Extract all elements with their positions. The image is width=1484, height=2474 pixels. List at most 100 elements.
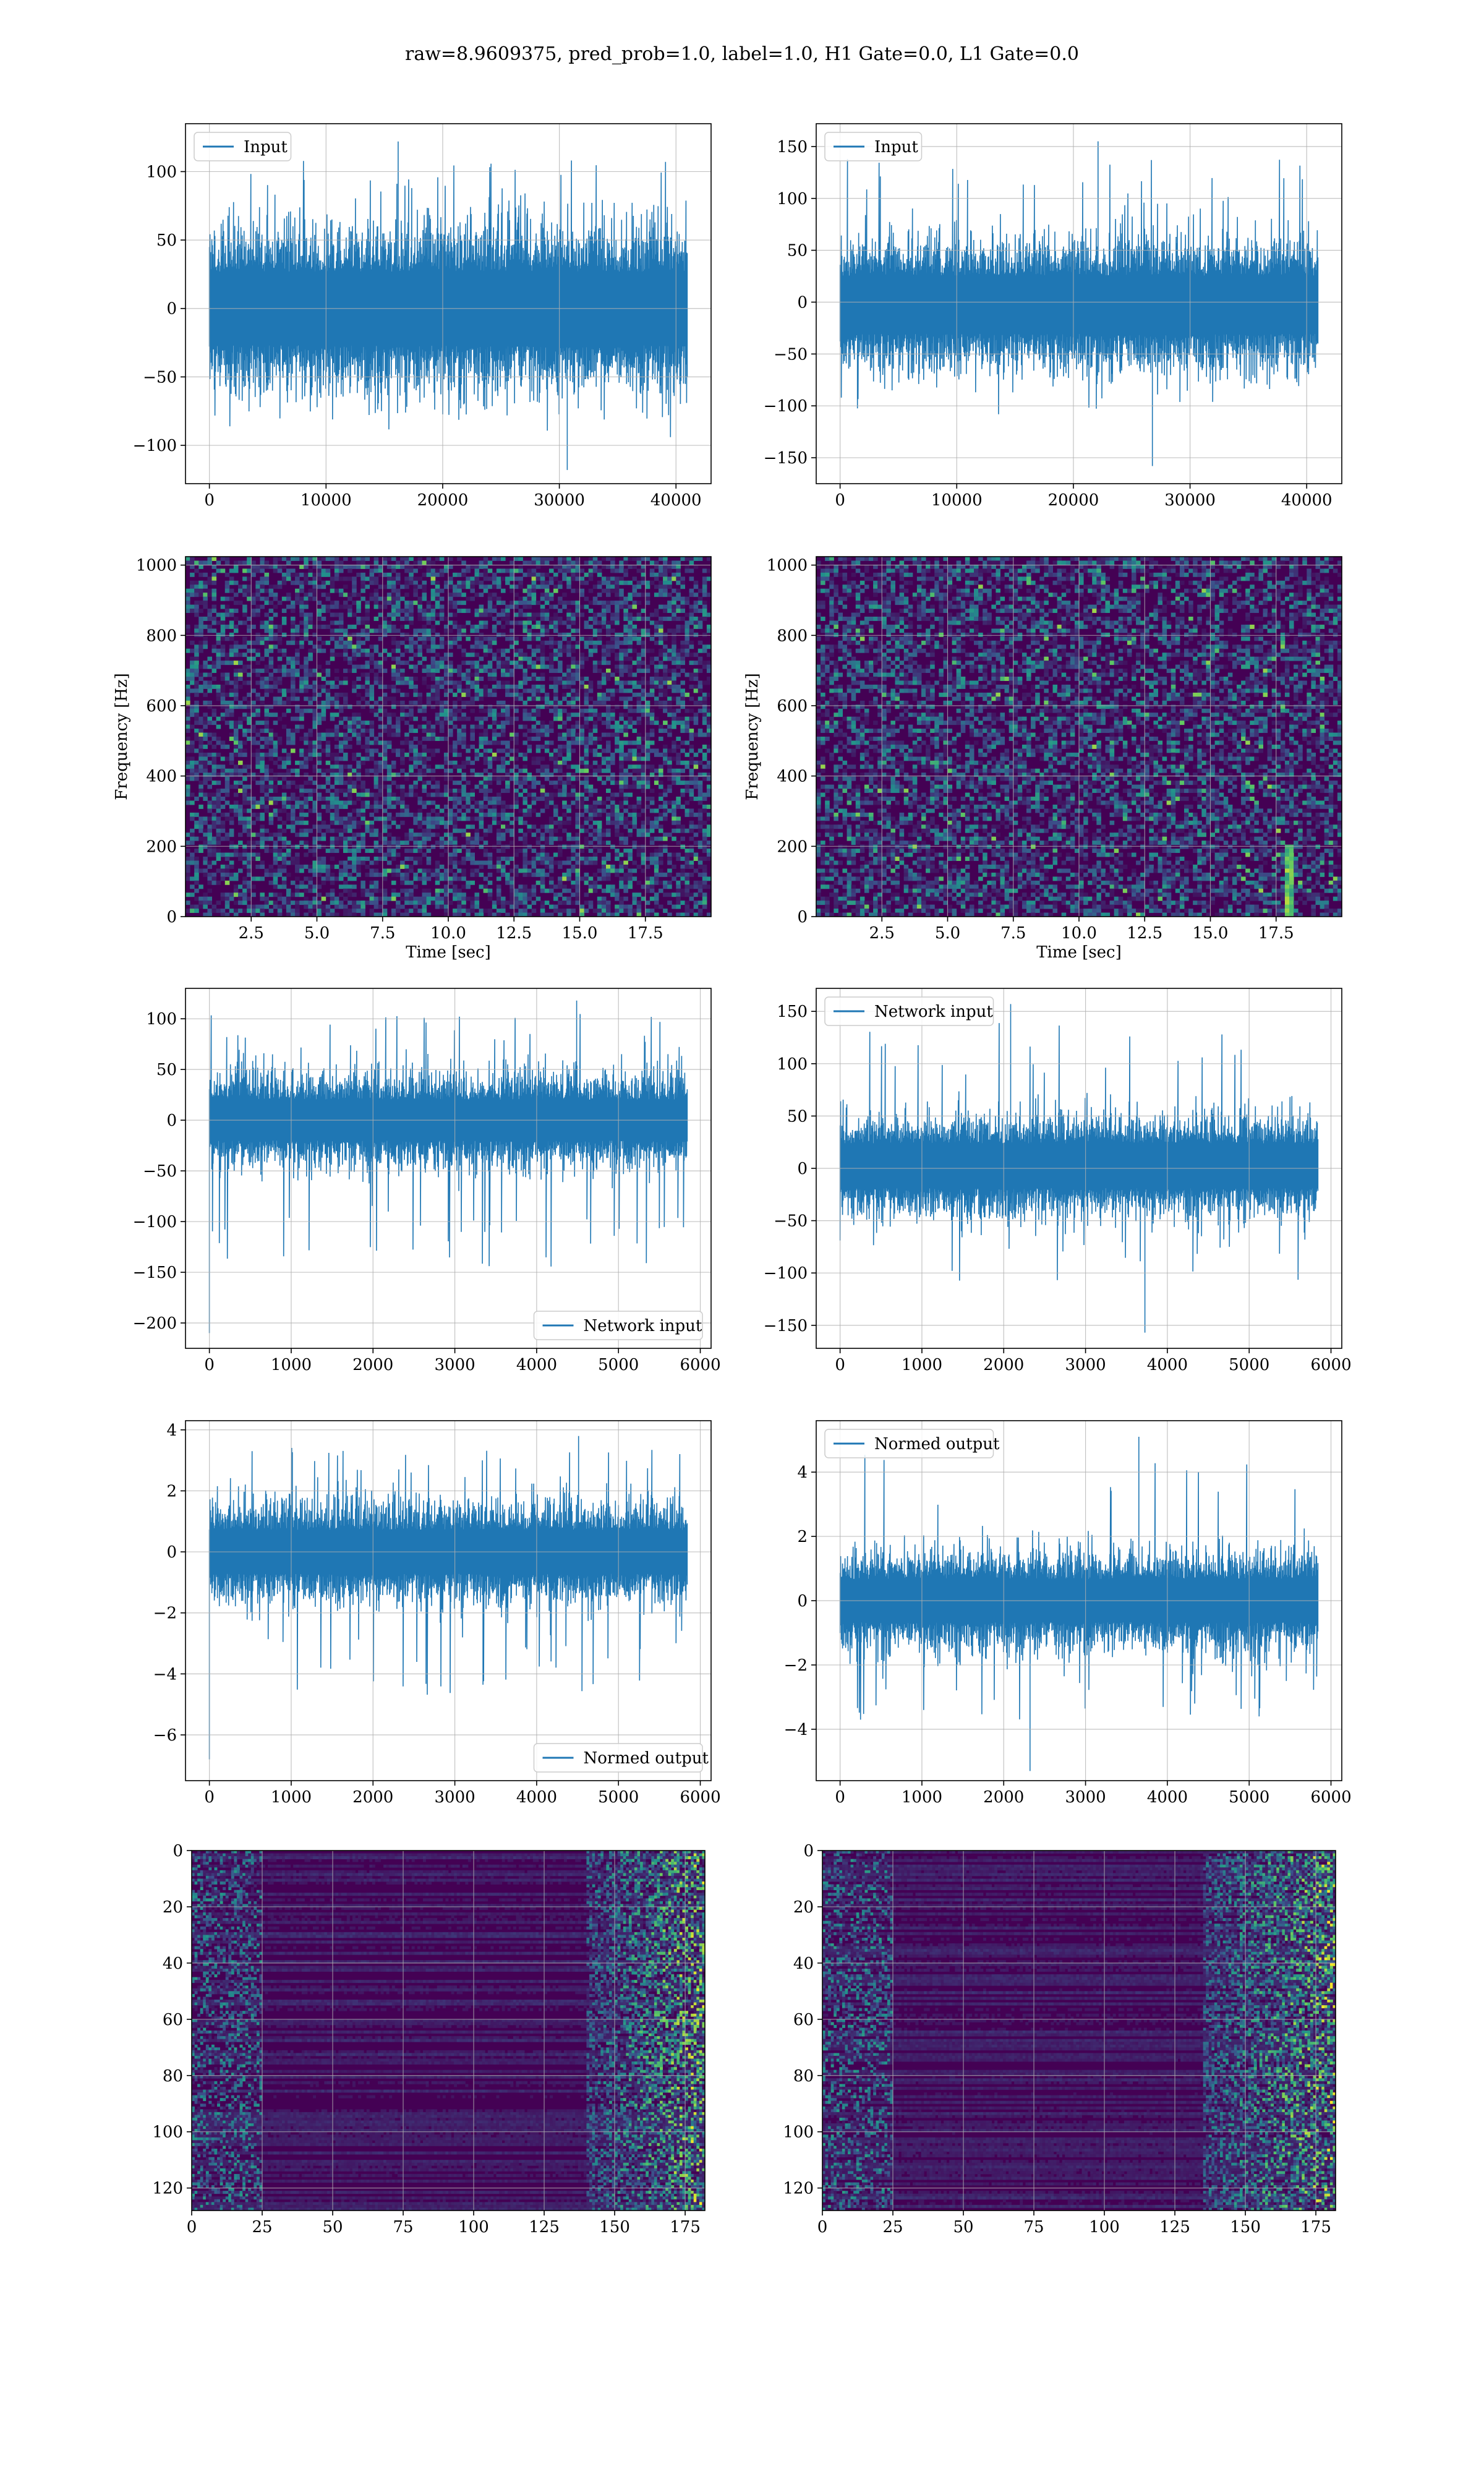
x-tick-label: 2.5 <box>239 924 264 943</box>
x-tick-label: 2000 <box>983 1788 1024 1807</box>
series-line <box>839 141 1319 466</box>
x-tick-label: 15.0 <box>562 924 598 943</box>
x-tick-label: 0 <box>187 2218 197 2236</box>
y-tick-label: 400 <box>146 768 177 786</box>
x-tick-label: 10000 <box>301 491 352 510</box>
x-tick-label: 125 <box>1159 2218 1190 2236</box>
plot-area <box>186 124 711 484</box>
y-tick-label: −100 <box>133 1213 177 1231</box>
x-tick-label: 40000 <box>1281 491 1333 510</box>
x-tick-label: 0 <box>204 491 215 510</box>
legend: Network input <box>824 996 994 1026</box>
y-tick-label: 2 <box>797 1528 808 1546</box>
x-tick-label: 5.0 <box>304 924 330 943</box>
x-tick-label: 0 <box>835 1788 845 1807</box>
x-tick-label: 175 <box>1300 2218 1331 2236</box>
legend-label: Normed output <box>874 1435 1000 1453</box>
legend-box <box>194 132 292 161</box>
x-tick-label: 30000 <box>1164 491 1216 510</box>
x-tick-label: 4000 <box>516 1788 557 1807</box>
series-line <box>208 1436 688 1760</box>
y-tick-label: −4 <box>153 1665 177 1684</box>
y-tick-label: 20 <box>793 1898 814 1917</box>
y-axis-label: Frequency [Hz] <box>113 673 131 800</box>
y-tick-label: 0 <box>797 908 808 927</box>
x-tick-label: 6000 <box>1310 1788 1351 1807</box>
x-tick-label: 100 <box>1089 2218 1120 2236</box>
x-tick-label: 2.5 <box>869 924 895 943</box>
y-tick-label: 100 <box>777 190 808 208</box>
y-tick-label: −150 <box>764 1317 808 1335</box>
y-tick-label: 50 <box>787 1107 808 1126</box>
y-tick-label: 1000 <box>767 557 808 575</box>
x-tick-label: 1000 <box>271 1788 312 1807</box>
y-tick-label: 50 <box>787 242 808 260</box>
legend-label: Input <box>244 138 288 156</box>
legend-label: Normed output <box>584 1749 709 1768</box>
y-tick-label: −50 <box>774 1212 808 1231</box>
x-tick-label: 50 <box>322 2218 343 2236</box>
y-tick-label: 60 <box>793 2011 814 2029</box>
y-tick-label: 4 <box>797 1463 808 1482</box>
y-tick-label: 0 <box>797 1160 808 1178</box>
y-tick-label: 120 <box>783 2180 814 2198</box>
y-tick-label: 0 <box>166 300 177 319</box>
y-tick-label: 2 <box>166 1482 177 1500</box>
y-tick-label: −2 <box>153 1604 177 1623</box>
x-tick-label: 30000 <box>534 491 585 510</box>
plot-area <box>186 988 711 1348</box>
y-tick-label: 1000 <box>136 557 177 575</box>
axes-frame <box>191 1850 706 2211</box>
y-axis-label: Frequency [Hz] <box>743 673 762 800</box>
x-tick-label: 15.0 <box>1193 924 1229 943</box>
chart-input-l1: 0 10000 20000 30000 40000 −150 −100 −50 0 50 100 15… <box>764 123 1342 510</box>
chart-feat-l1: 0 25 50 75 100 125 150 175 0 20 40 60 80 100 120 <box>783 1842 1336 2236</box>
y-tick-label: 100 <box>777 1055 808 1074</box>
x-tick-label: 3000 <box>434 1356 475 1374</box>
x-tick-label: 2000 <box>352 1356 393 1374</box>
series-line <box>839 1437 1319 1771</box>
y-tick-label: 0 <box>797 1592 808 1611</box>
legend-box <box>533 1743 703 1773</box>
y-tick-label: −100 <box>764 397 808 416</box>
x-tick-label: 10.0 <box>430 924 466 943</box>
y-tick-label: 150 <box>777 1003 808 1021</box>
x-tick-label: 150 <box>599 2218 630 2236</box>
y-tick-label: −4 <box>784 1721 808 1739</box>
x-tick-label: 17.5 <box>1258 924 1294 943</box>
legend-label: Network input <box>584 1317 702 1335</box>
x-tick-label: 7.5 <box>370 924 395 943</box>
y-tick-label: 100 <box>783 2123 814 2142</box>
legend: Input <box>194 132 292 161</box>
series-line <box>208 141 688 470</box>
x-tick-label: 4000 <box>1147 1356 1188 1374</box>
chart-net-l1: 0 1000 2000 3000 4000 5000 6000 −150 −100 −50 0 50 1… <box>764 988 1352 1374</box>
y-tick-label: 0 <box>166 1543 177 1562</box>
chart-spec-h1: 2.5 5.0 7.5 10.0 12.5 15.0 17.5 0 200 400 600 800 10… <box>113 556 712 962</box>
y-tick-label: −2 <box>784 1656 808 1675</box>
x-tick-label: 4000 <box>516 1356 557 1374</box>
series-line <box>208 1000 688 1333</box>
x-tick-label: 12.5 <box>496 924 532 943</box>
y-tick-label: 50 <box>156 231 177 250</box>
axes-frame <box>185 988 712 1349</box>
x-tick-label: 6000 <box>680 1788 720 1807</box>
y-tick-label: 400 <box>777 768 808 786</box>
plot-area <box>186 1421 711 1781</box>
y-tick-label: −150 <box>133 1264 177 1282</box>
x-tick-label: 20000 <box>1048 491 1099 510</box>
x-tick-label: 0 <box>204 1356 215 1374</box>
x-tick-label: 1000 <box>271 1356 312 1374</box>
chart-input-h1: 0 10000 20000 30000 40000 −100 −50 0 50 100 Input <box>133 123 712 510</box>
x-tick-label: 75 <box>1023 2218 1044 2236</box>
legend-label: Input <box>874 138 918 156</box>
y-tick-label: −100 <box>133 437 177 455</box>
y-tick-label: 100 <box>146 1010 177 1029</box>
y-tick-label: −6 <box>153 1726 177 1745</box>
x-tick-label: 4000 <box>1147 1788 1188 1807</box>
x-tick-label: 125 <box>529 2218 560 2236</box>
legend: Input <box>824 132 923 161</box>
x-tick-label: 5.0 <box>935 924 960 943</box>
legend-box <box>824 132 923 161</box>
